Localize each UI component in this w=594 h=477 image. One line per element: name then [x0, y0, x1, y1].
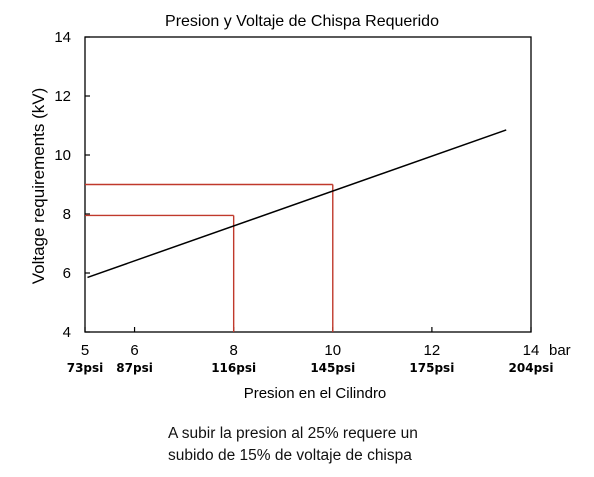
y-tick-label: 4 — [63, 324, 71, 341]
x-tick-label: 12 — [424, 342, 441, 359]
psi-tick-label: 145psi — [310, 361, 355, 375]
psi-tick-label: 175psi — [409, 361, 454, 375]
chart: Presion y Voltaje de Chispa Requerido 4 6… — [29, 13, 571, 402]
x-tick-label: 10 — [324, 342, 341, 359]
y-tick-label: 8 — [63, 206, 71, 223]
x-unit-label: bar — [549, 342, 571, 359]
annotation-text: A subir la presion al 25% requere un sub… — [168, 423, 528, 467]
y-tick-label: 12 — [54, 88, 71, 105]
y-tick-label: 6 — [63, 265, 71, 282]
x-tick-label: 5 — [81, 342, 89, 359]
annotation-line-1: A subir la presion al 25% requere un — [168, 425, 418, 442]
series-line — [87, 129, 507, 279]
y-tick-label: 10 — [54, 147, 71, 164]
x-tick-label: 8 — [229, 342, 237, 359]
annotation-line-2: subido de 15% de voltaje de chispa — [168, 447, 412, 464]
psi-tick-label: 204psi — [509, 361, 554, 375]
psi-tick-label: 116psi — [211, 361, 256, 375]
y-axis-label: Voltage requirements (kV) — [29, 88, 48, 285]
y-tick-label: 14 — [54, 29, 71, 46]
series-lines — [87, 129, 507, 279]
reference-lines — [85, 183, 334, 332]
x-tick-label: 14 — [523, 342, 540, 359]
psi-tick-label: 87psi — [116, 361, 153, 375]
chart-title: Presion y Voltaje de Chispa Requerido — [165, 13, 439, 30]
x-axis-label: Presion en el Cilindro — [244, 385, 387, 402]
axis-ticks: 4 6 8 10 12 14 5 73psi 6 87psi 8 116psi 10 145psi 12 17… — [54, 29, 553, 375]
psi-tick-label: 73psi — [67, 361, 104, 375]
x-tick-label: 6 — [130, 342, 138, 359]
